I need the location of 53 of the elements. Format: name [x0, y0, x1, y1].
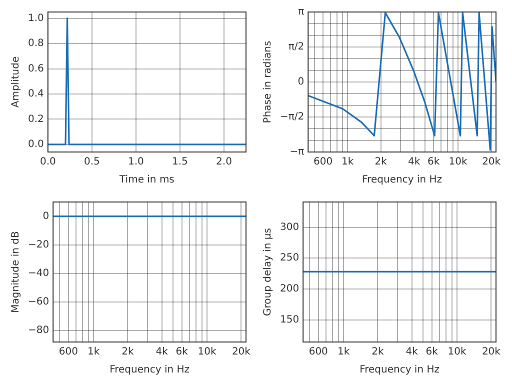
x-tick-label: 2.0 [216, 156, 232, 168]
y-tick-label: 0.2 [28, 114, 44, 125]
y-tick-label: 1.0 [28, 12, 44, 24]
x-tick-label: 20k [482, 156, 501, 168]
x-tick-label: 2k [122, 346, 134, 358]
x-axis-title: Time in ms [118, 174, 174, 186]
y-tick-label: 0.6 [28, 63, 44, 74]
y-tick-label: 300 [280, 222, 300, 233]
x-tick-label: 2k [374, 156, 388, 168]
y-axis-title: Magnitude in dB [10, 231, 22, 313]
y-tick-label: 200 [280, 284, 300, 295]
y-tick-label: −20 [28, 239, 50, 250]
x-tick-label: 4k [156, 346, 168, 358]
x-axis-title: Frequency in Hz [360, 364, 440, 376]
x-tick-label: 6k [176, 346, 188, 358]
x-tick-label: 1.0 [128, 156, 144, 168]
y-tick-label: 0 [42, 210, 50, 222]
y-tick-label: 250 [280, 252, 300, 264]
x-axis-title: Frequency in Hz [110, 364, 190, 376]
x-tick-label: 600 [308, 346, 328, 358]
x-tick-label: 10k [448, 156, 468, 168]
x-tick-label: 6k [427, 156, 440, 168]
y-tick-label: 0 [298, 76, 304, 88]
y-tick-label: 0.0 [28, 139, 44, 150]
x-tick-label: 1k [341, 156, 354, 168]
y-tick-label: −π [290, 146, 304, 158]
x-tick-label: 600 [313, 156, 333, 168]
x-tick-label: 600 [58, 346, 78, 358]
x-tick-label: 1.5 [172, 156, 188, 168]
x-tick-label: 1k [337, 346, 350, 358]
y-tick-label: 150 [280, 314, 300, 326]
x-tick-label: 4k [408, 156, 420, 168]
x-tick-label: 10k [448, 346, 466, 358]
y-tick-label: −60 [28, 296, 50, 308]
y-tick-label: 0.8 [28, 38, 44, 50]
y-tick-label: −π/2 [280, 112, 304, 123]
y-tick-label: −40 [28, 268, 50, 280]
x-tick-label: 10k [198, 346, 216, 358]
x-tick-label: 1k [87, 346, 100, 358]
x-axis-title: Frequency in Hz [362, 174, 442, 186]
y-axis-title: Group delay in µs [262, 228, 274, 316]
y-tick-label: π/2 [288, 42, 304, 53]
y-tick-label: −80 [28, 325, 50, 336]
y-tick-label: π [298, 6, 304, 18]
y-axis-title: Amplitude [10, 56, 22, 108]
x-tick-label: 0.5 [84, 156, 100, 168]
x-tick-label: 4k [406, 346, 418, 358]
x-tick-label: 2k [372, 346, 384, 358]
x-tick-label: 20k [232, 346, 251, 358]
y-axis-title: Phase in radians [262, 40, 274, 124]
x-tick-label: 6k [426, 346, 438, 358]
x-tick-label: 20k [482, 346, 501, 358]
y-tick-label: 0.4 [28, 88, 44, 100]
